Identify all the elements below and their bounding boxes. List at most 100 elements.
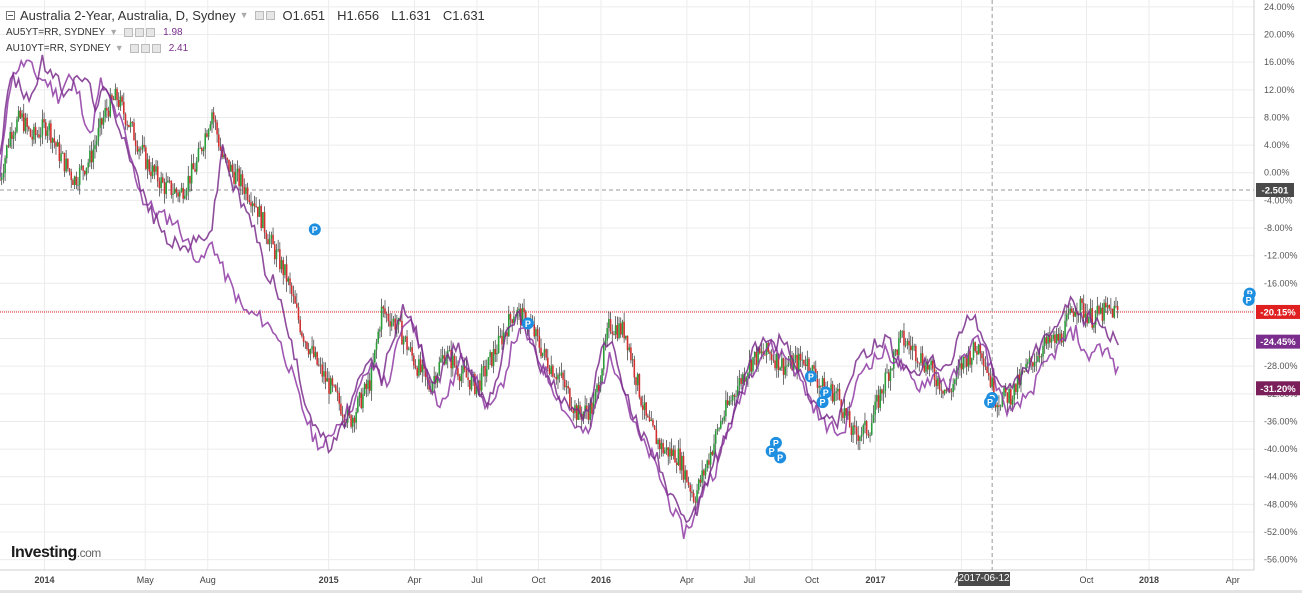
hide-icon[interactable] <box>135 27 145 37</box>
hide-icon[interactable] <box>265 10 275 20</box>
chevron-down-icon[interactable]: ▼ <box>114 43 124 53</box>
candle-body <box>925 361 927 372</box>
y-tick-label: 8.00% <box>1264 112 1290 122</box>
candle-body <box>284 264 286 276</box>
candle-body <box>63 152 66 172</box>
candle-body <box>993 377 995 402</box>
chevron-down-icon[interactable]: ▼ <box>109 27 119 37</box>
candle-body <box>1059 333 1061 341</box>
candle-body <box>591 402 593 414</box>
candle-body <box>915 345 917 361</box>
settings-icon[interactable] <box>254 10 264 20</box>
candle-body <box>1013 383 1016 400</box>
candle-body <box>911 346 914 351</box>
crosshair-value-label: -2.501 <box>1262 186 1290 197</box>
candle-body <box>365 383 368 389</box>
candle-body <box>1103 302 1105 321</box>
candle-body <box>855 426 858 435</box>
candle-body <box>387 313 390 322</box>
candle-body <box>1096 305 1099 314</box>
candle-body <box>199 148 201 149</box>
candle-body <box>448 350 451 351</box>
candle-body <box>735 396 737 398</box>
candle-body <box>631 359 634 361</box>
settings-icon[interactable] <box>124 27 134 37</box>
candle-body <box>22 113 25 132</box>
close-icon[interactable] <box>151 43 161 53</box>
candle-body <box>246 187 249 200</box>
series-name: AU10YT=RR, SYDNEY <box>6 42 111 54</box>
candle-body <box>299 319 301 333</box>
x-tick-label: May <box>137 575 155 585</box>
candle-body <box>674 449 676 463</box>
candle-body <box>706 460 709 469</box>
candle-body <box>197 148 200 161</box>
series-line <box>0 54 1120 524</box>
y-tick-label: -16.00% <box>1264 278 1298 288</box>
candle-body <box>99 118 101 128</box>
candle-body <box>667 447 670 457</box>
candle-body <box>465 369 468 378</box>
candle-body <box>606 328 608 341</box>
candle-body <box>234 171 237 184</box>
candle-body <box>7 145 10 147</box>
close-icon[interactable] <box>146 27 156 37</box>
candle-body <box>153 165 156 172</box>
candle-body <box>314 352 317 357</box>
candle-body <box>1003 387 1005 397</box>
candle-body <box>684 470 686 480</box>
candle-body <box>497 335 500 353</box>
candle-body <box>392 318 395 322</box>
candle-body <box>618 323 620 339</box>
x-tick-label: Oct <box>1079 575 1094 585</box>
candle-body <box>158 181 161 188</box>
candle-body <box>1110 308 1112 310</box>
candle-body <box>991 377 993 387</box>
candle-body <box>596 384 598 393</box>
candle-body <box>742 374 744 384</box>
candle-body <box>843 408 846 418</box>
candle-body <box>672 449 675 456</box>
hide-icon[interactable] <box>140 43 150 53</box>
candle-body <box>653 425 656 430</box>
y-tick-label: -40.00% <box>1264 444 1298 454</box>
candle-body <box>821 378 824 387</box>
pattern-marker-icon <box>819 386 832 399</box>
candle-body <box>548 368 551 374</box>
candle-body <box>967 350 970 367</box>
candle-body <box>1091 308 1094 328</box>
candle-body <box>808 358 810 373</box>
candle-body <box>779 367 781 371</box>
candle-body <box>445 358 447 364</box>
candle-body <box>869 434 871 436</box>
candle-body <box>616 325 619 339</box>
candle-body <box>979 344 982 354</box>
candle-body <box>80 165 83 168</box>
candle-body <box>306 341 308 349</box>
candle-body <box>848 411 851 428</box>
candle-body <box>641 405 644 410</box>
candle-body <box>513 316 515 324</box>
collapse-icon[interactable] <box>6 10 15 20</box>
candle-body <box>635 377 637 386</box>
candle-body <box>192 163 195 170</box>
candle-body <box>492 348 495 367</box>
candle-body <box>555 377 558 380</box>
chevron-down-icon[interactable]: ▼ <box>239 10 249 20</box>
candle-body <box>272 234 274 245</box>
candle-body <box>518 308 520 310</box>
candle-body <box>1010 389 1012 405</box>
settings-icon[interactable] <box>129 43 139 53</box>
candle-body <box>553 376 556 378</box>
legend-series-row: AU5YT=RR, SYDNEY ▼ 1.98 <box>6 24 491 40</box>
pattern-marker-letter: P <box>823 388 829 398</box>
candle-body <box>258 205 261 217</box>
candle-body <box>733 395 736 397</box>
candle-body <box>243 186 246 194</box>
candle-body <box>340 403 342 415</box>
candle-body <box>217 134 220 147</box>
candle-body <box>1057 333 1060 341</box>
candle-body <box>538 335 541 348</box>
candle-body <box>97 127 100 141</box>
